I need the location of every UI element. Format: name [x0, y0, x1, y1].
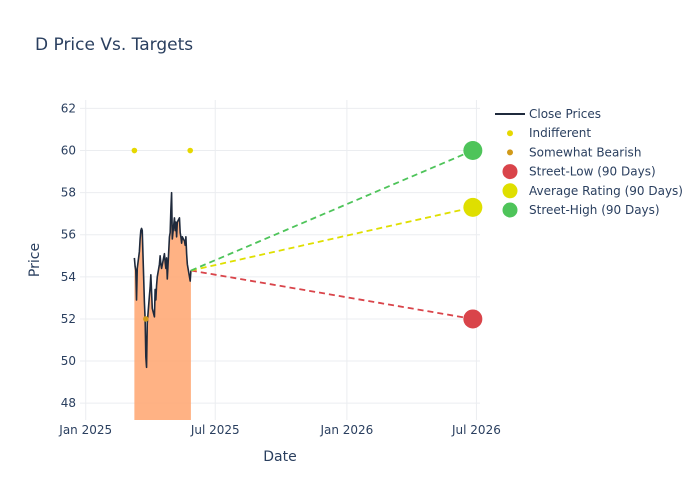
x-tick-label: Jan 2025: [58, 423, 112, 437]
y-tick-label: 50: [61, 354, 76, 368]
legend-label: Street-High (90 Days): [529, 203, 660, 217]
y-tick-label: 60: [61, 144, 76, 158]
legend-item-street-high[interactable]: Street-High (90 Days): [502, 202, 660, 218]
plot-area: [131, 141, 483, 420]
legend[interactable]: Close Prices Indifferent Somewhat Bearish S…: [495, 107, 683, 218]
somewhat-bearish-rating-point[interactable]: [143, 316, 149, 322]
close-price-line: [133, 191, 192, 369]
y-tick-label: 56: [61, 228, 76, 242]
street-high-target-marker[interactable]: [463, 141, 483, 161]
legend-swatch-marker: [502, 183, 518, 199]
y-tick-label: 54: [61, 270, 76, 284]
average-rating-target-marker[interactable]: [463, 197, 483, 217]
y-tick-label: 52: [61, 312, 76, 326]
legend-swatch-marker: [502, 164, 518, 180]
indifferent-rating-point[interactable]: [131, 147, 138, 154]
street-high-target-line: [190, 149, 474, 272]
y-tick-label: 58: [61, 186, 76, 200]
legend-item-street-low[interactable]: Street-Low (90 Days): [502, 164, 656, 180]
y-tick-label: 48: [61, 396, 76, 410]
x-tick-label: Jul 2026: [451, 423, 501, 437]
street-low-target-line: [190, 269, 473, 320]
legend-item-somewhat-bearish[interactable]: Somewhat Bearish: [507, 145, 641, 159]
legend-label: Street-Low (90 Days): [529, 165, 656, 179]
legend-swatch-dot: [507, 130, 513, 137]
chart-title: D Price Vs. Targets: [35, 35, 193, 55]
legend-swatch-marker: [502, 202, 518, 218]
indifferent-rating-point[interactable]: [187, 147, 193, 154]
legend-item-close-prices[interactable]: Close Prices: [495, 107, 601, 121]
y-tick-label: 62: [61, 101, 76, 115]
legend-item-average-rating[interactable]: Average Rating (90 Days): [502, 183, 684, 199]
street-low-target-marker[interactable]: [463, 309, 483, 329]
y-axis-ticks: 48 50 52 54 56 58 60 62: [61, 101, 76, 410]
x-axis-title: Date: [263, 449, 296, 465]
close-price-area: [134, 192, 191, 420]
average-rating-target-line: [190, 206, 474, 272]
legend-item-indifferent[interactable]: Indifferent: [507, 126, 591, 140]
y-axis-title: Price: [27, 243, 43, 277]
legend-swatch-dot: [507, 149, 513, 156]
x-tick-label: Jan 2026: [319, 423, 373, 437]
legend-label: Close Prices: [529, 107, 601, 121]
x-axis-ticks: Jan 2025 Jul 2025 Jan 2026 Jul 2026: [58, 423, 501, 437]
legend-label: Indifferent: [529, 126, 591, 140]
legend-label: Average Rating (90 Days): [529, 184, 683, 198]
x-tick-label: Jul 2025: [190, 423, 240, 437]
legend-label: Somewhat Bearish: [529, 145, 641, 159]
